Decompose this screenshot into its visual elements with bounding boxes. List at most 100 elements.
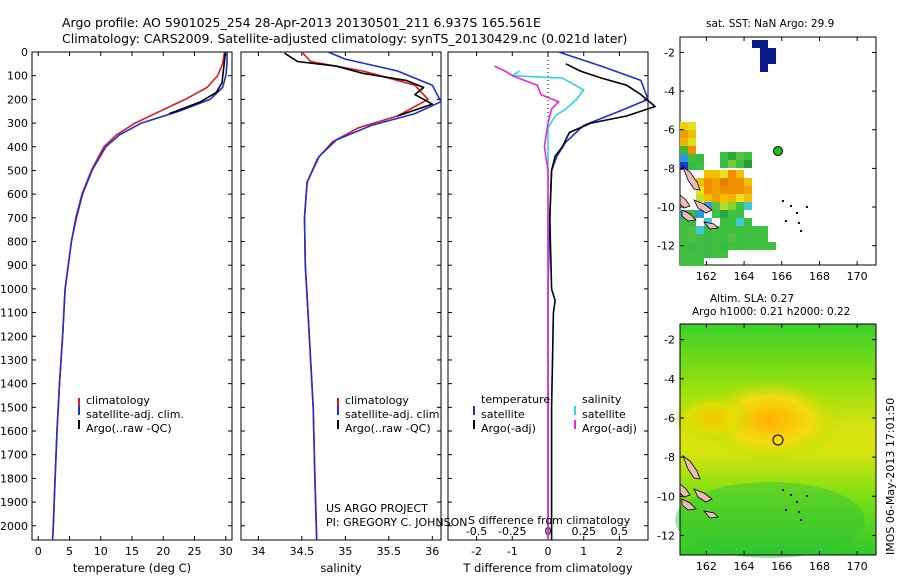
y-tick-label: -10: [657, 490, 675, 503]
sst-cell: [752, 242, 760, 250]
x-tick-label: 166: [771, 560, 792, 573]
x-tick-label: 170: [847, 270, 868, 283]
sst-cell: [688, 258, 696, 266]
land-mass: [679, 165, 808, 232]
y-tick-label: 2000: [0, 520, 28, 533]
x-tick-label: 34: [251, 545, 265, 558]
sst-cell: [712, 210, 720, 218]
sst-cell: [720, 178, 728, 186]
series-line: [549, 63, 656, 540]
x-tick-label: 20: [156, 545, 170, 558]
island: [679, 194, 691, 209]
y-tick-label: 1800: [0, 472, 28, 485]
legend-label-climatology: climatology: [86, 394, 150, 407]
sst-cell: [760, 226, 768, 234]
islet: [800, 519, 802, 521]
legend-label-temp-argo: Argo(-adj): [481, 422, 536, 435]
series-line: [169, 53, 226, 115]
islet: [796, 212, 798, 214]
islet: [798, 222, 800, 224]
sst-cell: [688, 130, 696, 138]
legend-label-argo: Argo(..raw -QC): [345, 422, 431, 435]
x2-tick-label: 0.25: [571, 525, 596, 538]
sst-cell: [744, 194, 752, 202]
y-tick-label: -2: [664, 334, 675, 347]
x-axis-label: T difference from climatology: [462, 561, 633, 575]
x-tick-label: 168: [809, 560, 830, 573]
sst-cell: [736, 194, 744, 202]
sst-cell: [752, 226, 760, 234]
sst-cell: [688, 234, 696, 242]
island: [702, 510, 719, 519]
legend-title-temperature: temperature: [481, 393, 550, 406]
sst-cell: [680, 138, 688, 146]
y-tick-label: 900: [7, 259, 28, 272]
sst-cell: [720, 186, 728, 194]
temperature-legend: climatology satellite-adj. clim. Argo(..…: [78, 394, 184, 435]
x-axis-label: temperature (deg C): [73, 561, 191, 575]
sla-high-anomaly-west: [672, 394, 752, 442]
islet: [800, 230, 802, 232]
sst-cell: [680, 154, 688, 162]
sst-cell: [696, 258, 704, 266]
sst-cell: [744, 218, 752, 226]
sst-cell: [768, 56, 776, 64]
island: [702, 221, 719, 230]
sst-cell: [736, 202, 744, 210]
island: [693, 488, 713, 503]
series-line: [51, 52, 228, 541]
sst-cell: [728, 170, 736, 178]
sla-map-frame: [679, 323, 877, 556]
sst-cell: [680, 234, 688, 242]
sst-cell: [680, 226, 688, 234]
islet: [798, 511, 800, 513]
sst-cell: [736, 178, 744, 186]
legend-label-climatology: climatology: [345, 394, 409, 407]
x-tick-label: 10: [94, 545, 108, 558]
sst-cell: [760, 242, 768, 250]
sst-cell: [728, 234, 736, 242]
y-tick-label: 1200: [0, 330, 28, 343]
sst-cell: [728, 210, 736, 218]
sst-cell: [728, 242, 736, 250]
y-tick-label: -6: [664, 412, 675, 425]
y-tick-label: 800: [7, 236, 28, 249]
sst-cell: [744, 186, 752, 194]
difference-xlabel-salinity: S difference from climatology: [468, 514, 631, 527]
sst-cell: [688, 122, 696, 130]
x-tick-label: 164: [734, 560, 755, 573]
y-tick-label: 1300: [0, 354, 28, 367]
y-tick-label: 1500: [0, 401, 28, 414]
sst-cell: [736, 226, 744, 234]
legend-label-argo: Argo(..raw -QC): [86, 422, 172, 435]
sst-cell: [744, 152, 752, 160]
sst-cell: [736, 234, 744, 242]
sst-cell: [712, 234, 720, 242]
x-tick-label: 1: [580, 545, 587, 558]
sst-cell: [736, 242, 744, 250]
sst-map: sat. SST: NaN Argo: 29.9 162 164 166 168 170…: [657, 18, 877, 283]
x-axis-label: salinity: [320, 561, 361, 575]
sst-cell: [712, 194, 720, 202]
project-credit: US ARGO PROJECT: [326, 502, 428, 515]
sst-cell: [680, 122, 688, 130]
sst-cell: [720, 170, 728, 178]
islet: [782, 200, 784, 202]
sst-cell: [728, 226, 736, 234]
y-tick-label: 1100: [0, 307, 28, 320]
sst-cell: [744, 178, 752, 186]
sst-cell: [736, 218, 744, 226]
islet: [806, 206, 808, 208]
x-tick-label: -2: [471, 545, 482, 558]
sst-cell: [720, 218, 728, 226]
x-tick-label: 34.5: [290, 545, 315, 558]
x-tick-label: 15: [125, 545, 139, 558]
islet: [796, 501, 798, 503]
island: [682, 454, 701, 480]
sst-cell: [704, 178, 712, 186]
sst-cell: [728, 178, 736, 186]
y-tick-label: 1000: [0, 283, 28, 296]
sst-cell: [760, 48, 768, 56]
sst-cell: [712, 250, 720, 258]
